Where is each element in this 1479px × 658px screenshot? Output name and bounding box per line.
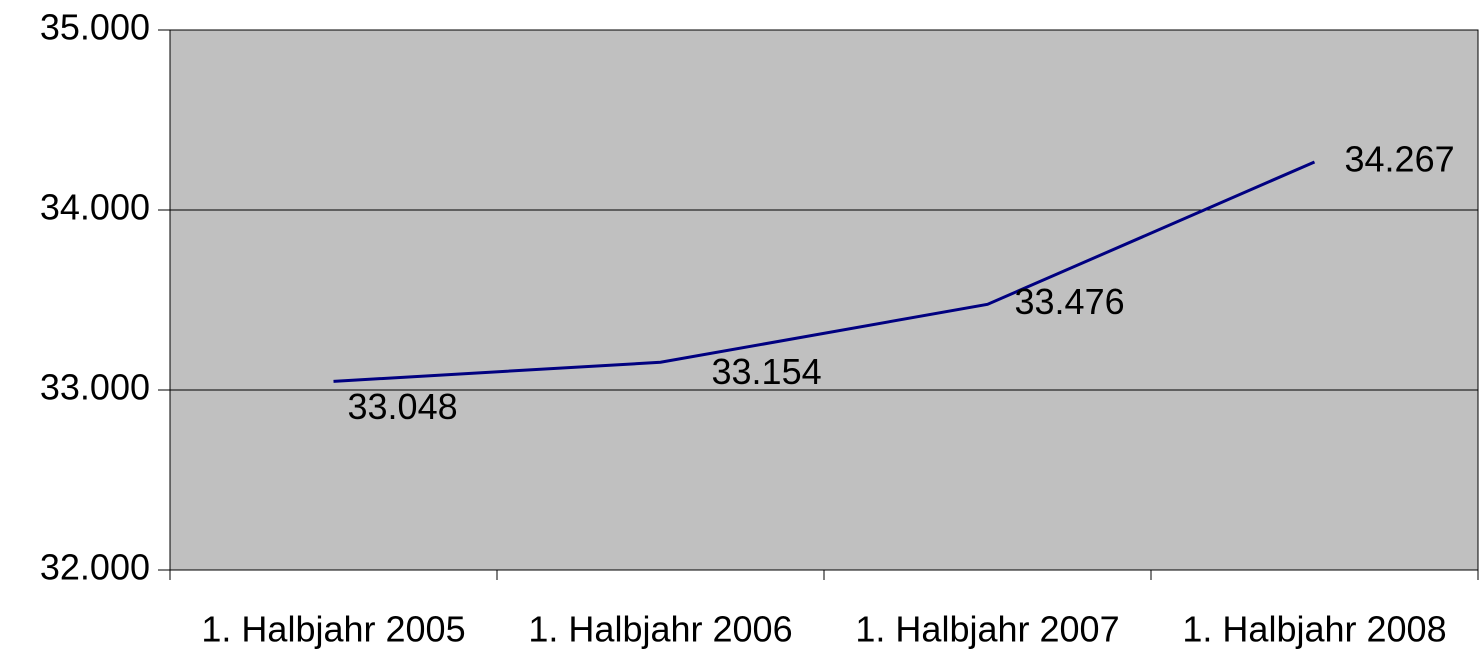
y-tick-label: 32.000 — [40, 547, 150, 588]
line-series — [333, 160, 1316, 383]
y-tick-label: 35.000 — [40, 7, 150, 48]
y-tick-label: 34.000 — [40, 187, 150, 228]
y-tick-label: 33.000 — [40, 367, 150, 408]
data-label: 33.048 — [348, 386, 458, 427]
data-label: 33.154 — [712, 351, 822, 392]
plot-area — [170, 30, 1478, 570]
x-tick-label: 1. Halbjahr 2005 — [201, 609, 465, 650]
x-tick-label: 1. Halbjahr 2008 — [1182, 609, 1446, 650]
x-tick-label: 1. Halbjahr 2007 — [855, 609, 1119, 650]
data-label: 33.476 — [1015, 281, 1125, 322]
data-label: 34.267 — [1345, 138, 1455, 179]
x-tick-label: 1. Halbjahr 2006 — [528, 609, 792, 650]
